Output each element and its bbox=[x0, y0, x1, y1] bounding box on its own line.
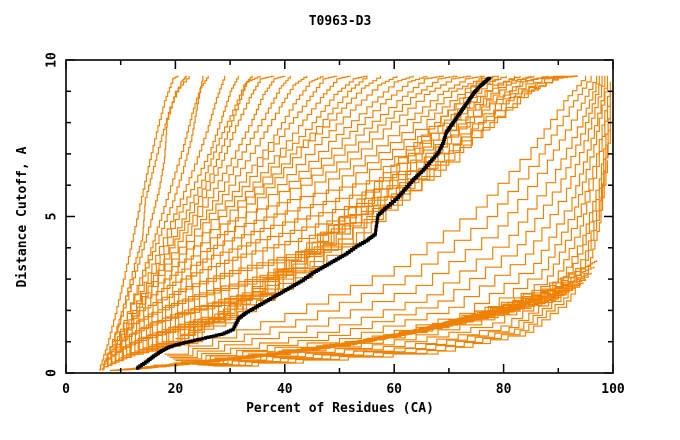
x-tick-label: 40 bbox=[277, 382, 293, 397]
prediction-curve bbox=[208, 144, 609, 367]
prediction-curve bbox=[128, 75, 382, 355]
prediction-curve bbox=[142, 75, 486, 351]
prediction-curve bbox=[109, 299, 554, 372]
prediction-curve bbox=[189, 91, 611, 365]
x-tick-label: 80 bbox=[496, 382, 512, 397]
page-title: T0963-D3 bbox=[308, 14, 372, 29]
prediction-curve bbox=[219, 75, 578, 324]
x-tick-label: 100 bbox=[601, 382, 625, 397]
axes-layer: 0 20 40 60 80 100 0 5 10 bbox=[45, 52, 625, 397]
prediction-curve bbox=[126, 75, 368, 355]
prediction-curve bbox=[180, 75, 516, 336]
prediction-curve bbox=[131, 75, 398, 354]
prediction-curve bbox=[137, 75, 444, 352]
prediction-curve bbox=[197, 75, 548, 330]
x-tick-label: 20 bbox=[168, 382, 184, 397]
prediction-curve bbox=[169, 75, 598, 358]
prediction-curve bbox=[120, 75, 324, 358]
prediction-curve bbox=[213, 160, 609, 367]
x-tick-label: 60 bbox=[386, 382, 402, 397]
y-axis-title: Distance Cutoff, A bbox=[15, 146, 30, 287]
x-axis-title: Percent of Residues (CA) bbox=[246, 401, 434, 416]
prediction-curve bbox=[123, 75, 351, 357]
prediction-curve bbox=[167, 75, 592, 357]
prediction-curve bbox=[197, 116, 611, 366]
prediction-curve bbox=[115, 75, 291, 362]
prediction-curve bbox=[104, 75, 209, 368]
prediction-curve bbox=[104, 75, 204, 368]
prediction-curve bbox=[134, 75, 428, 352]
prediction-curve bbox=[164, 75, 587, 355]
prediction-curve bbox=[120, 75, 338, 358]
x-tick-label: 0 bbox=[62, 382, 70, 397]
prediction-curve bbox=[142, 75, 499, 349]
prediction-curve bbox=[98, 75, 179, 371]
prediction-curve bbox=[139, 75, 472, 351]
prediction-curve bbox=[172, 75, 600, 360]
y-tick-label: 5 bbox=[45, 213, 60, 221]
prediction-curve bbox=[153, 75, 548, 346]
prediction-curve bbox=[137, 75, 458, 352]
prediction-curve bbox=[101, 75, 190, 369]
prediction-curve bbox=[118, 75, 308, 360]
prediction-curve bbox=[131, 75, 414, 354]
prediction-curve bbox=[107, 75, 239, 366]
y-tick-label: 0 bbox=[45, 369, 60, 377]
prediction-curve bbox=[115, 75, 286, 362]
prediction-curve bbox=[126, 75, 368, 355]
prediction-curve bbox=[178, 75, 606, 362]
plot-body bbox=[98, 75, 611, 372]
prediction-curve bbox=[208, 75, 565, 327]
prediction-curve bbox=[186, 81, 611, 365]
highlight-curve bbox=[136, 76, 492, 370]
prediction-curve bbox=[175, 75, 603, 362]
y-tick-label: 10 bbox=[45, 52, 60, 68]
